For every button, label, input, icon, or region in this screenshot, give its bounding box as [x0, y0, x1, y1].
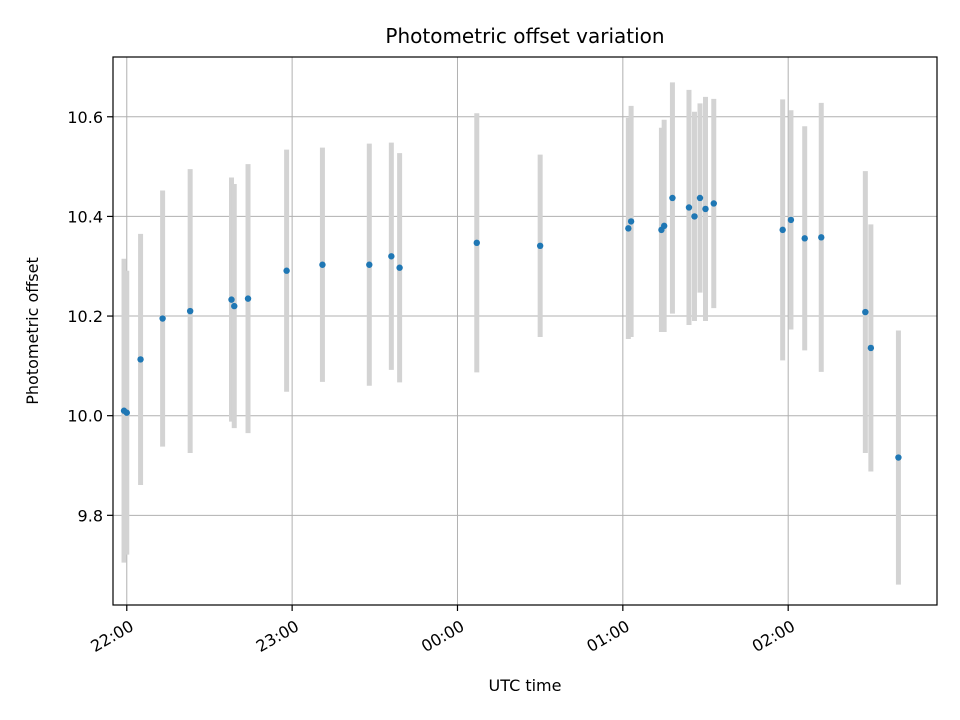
data-point [625, 225, 632, 232]
data-point [801, 235, 808, 242]
y-tick-label: 10.2 [67, 307, 103, 326]
data-point [319, 261, 326, 268]
data-point [473, 239, 480, 247]
plot-frame [112, 56, 938, 606]
data-point [536, 242, 544, 250]
data-point [895, 454, 902, 461]
data-point [818, 234, 825, 241]
data-point [862, 308, 869, 316]
y-tick-label: 10.4 [67, 207, 103, 226]
y-tick-label: 9.8 [78, 506, 103, 525]
data-point [366, 261, 373, 268]
y-tick-label: 10.6 [67, 108, 103, 127]
x-tick-label: 23:00 [253, 616, 302, 656]
data-point [702, 205, 709, 213]
data-point [123, 409, 130, 416]
x-axis-title: UTC time [489, 676, 562, 695]
data-points [120, 194, 902, 461]
y-axis: 9.8 10.0 10.2 10.4 10.6 [67, 108, 113, 525]
data-point [779, 226, 786, 234]
data-point [159, 315, 166, 322]
y-axis-title: Photometric offset [23, 257, 42, 405]
data-point [685, 204, 693, 211]
data-point [696, 194, 704, 202]
x-tick-label: 02:00 [749, 616, 798, 656]
x-tick-label: 00:00 [418, 616, 467, 656]
data-point [244, 295, 252, 302]
data-point [283, 267, 290, 274]
x-tick-label: 01:00 [583, 616, 632, 656]
data-point [710, 200, 717, 207]
data-point [660, 222, 668, 230]
data-point [627, 218, 635, 225]
data-point [691, 213, 698, 220]
y-tick-label: 10.0 [67, 407, 103, 426]
data-point [867, 344, 875, 352]
data-point [388, 253, 395, 260]
data-point [137, 356, 144, 363]
error-bars [121, 82, 901, 585]
chart-title: Photometric offset variation [385, 24, 664, 48]
data-point [228, 296, 235, 303]
data-point [186, 307, 194, 315]
x-tick-label: 22:00 [87, 616, 136, 656]
data-point [787, 216, 795, 224]
data-point [231, 302, 238, 310]
data-point [669, 194, 676, 202]
data-point [396, 264, 403, 271]
x-axis: 22:00 23:00 00:00 01:00 02:00 [87, 605, 798, 656]
